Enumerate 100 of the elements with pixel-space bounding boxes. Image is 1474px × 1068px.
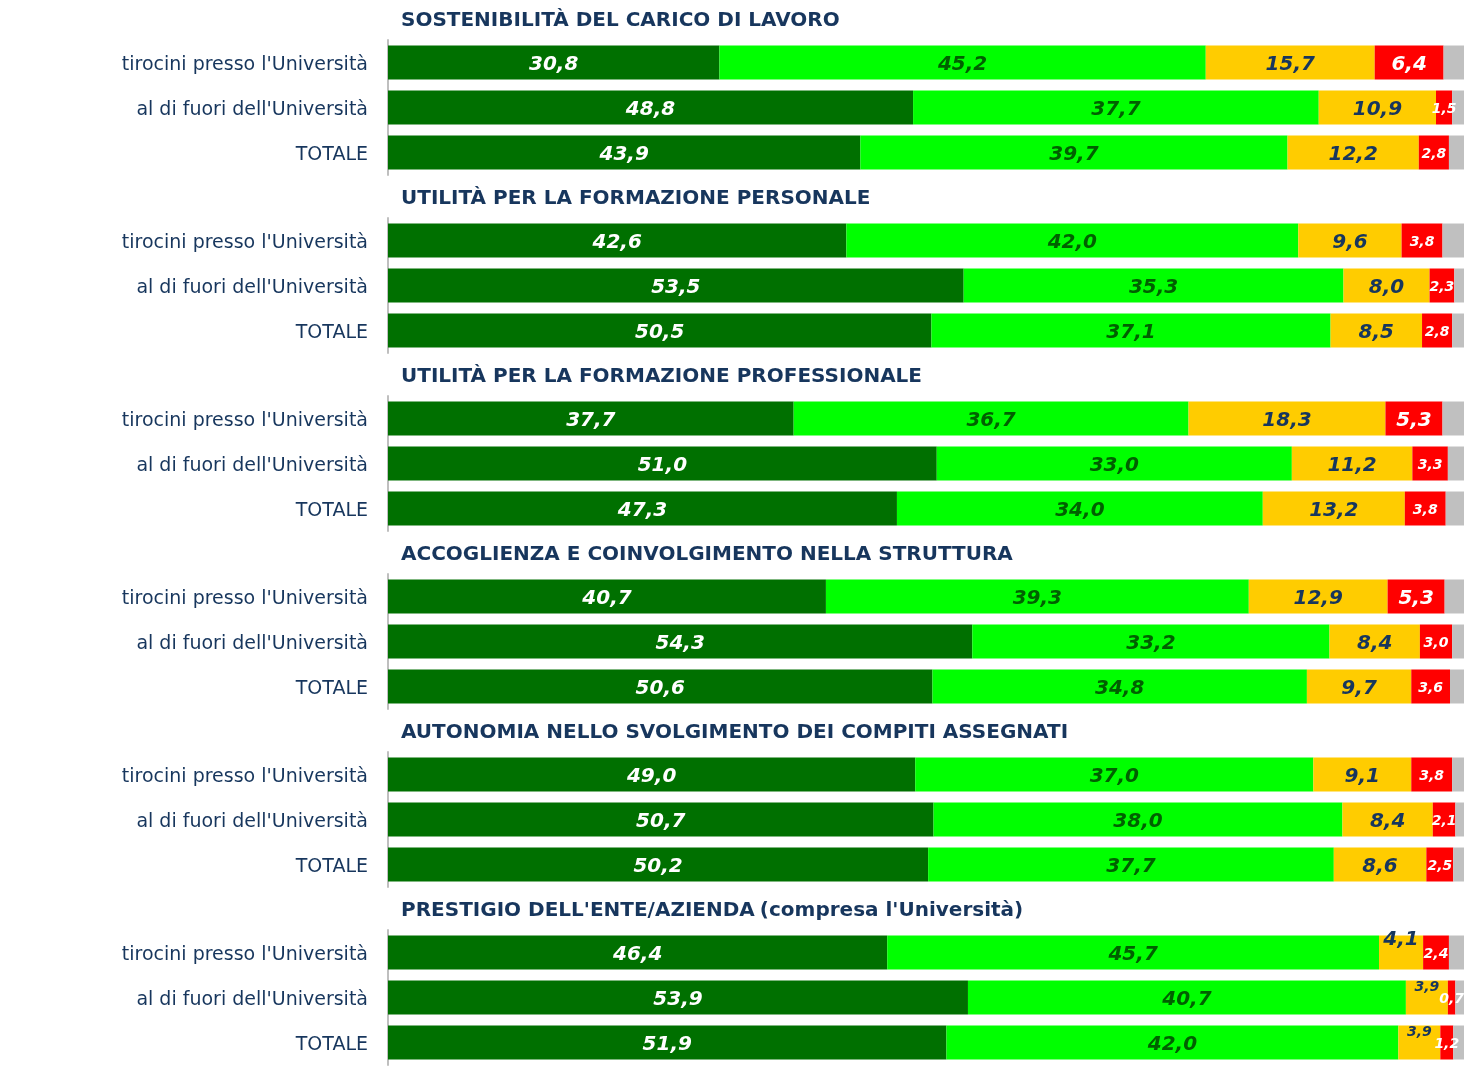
data-label: 0,7 (1439, 989, 1465, 1006)
bar (388, 45, 720, 80)
data-label: 3,9 (1414, 977, 1440, 994)
data-label: 13,2 (1309, 496, 1359, 521)
bar (936, 446, 1292, 481)
bar (931, 313, 1331, 348)
y-tick-label: TOTALE (294, 141, 368, 164)
bar (388, 624, 973, 659)
bar (963, 268, 1344, 303)
chart-title: UTILITÀ PER LA FORMAZIONE PERSONALE (401, 185, 871, 209)
bar (1452, 757, 1464, 792)
data-label: 38,0 (1113, 807, 1163, 832)
y-tick-label: al di fuori dell'Università (136, 452, 368, 475)
y-tick-label: tirocini presso l'Università (121, 941, 368, 964)
data-label: 5,3 (1396, 406, 1432, 431)
chart-title: PRESTIGIO DELL'ENTE/AZIENDA (401, 897, 756, 921)
y-tick-label: tirocini presso l'Università (121, 51, 368, 74)
bar (388, 669, 933, 704)
data-label: 2,4 (1423, 944, 1449, 961)
data-label: 50,7 (636, 807, 686, 832)
data-label: 51,0 (637, 451, 688, 476)
data-label: 18,3 (1262, 406, 1312, 431)
bar (1298, 223, 1402, 258)
data-label: 12,9 (1293, 584, 1343, 609)
data-label: 43,9 (598, 140, 649, 165)
data-label: 12,2 (1328, 140, 1378, 165)
bar (388, 401, 794, 436)
data-label: 9,7 (1341, 674, 1377, 699)
data-label: 37,7 (566, 406, 616, 431)
data-label: 9,6 (1332, 228, 1368, 253)
bar (1188, 401, 1386, 436)
bar (388, 1025, 947, 1060)
bar (825, 579, 1249, 614)
data-label: 51,9 (642, 1030, 692, 1055)
bar (846, 223, 1299, 258)
bar (1453, 847, 1464, 882)
data-label: 37,7 (1091, 95, 1141, 120)
data-label: 3,6 (1418, 678, 1444, 695)
bar (1450, 669, 1464, 704)
bar (1287, 135, 1419, 170)
bar (388, 757, 916, 792)
data-label: 39,3 (1012, 584, 1063, 609)
data-label: 8,5 (1358, 318, 1395, 343)
data-label: 50,2 (633, 852, 683, 877)
data-label: 39,7 (1049, 140, 1099, 165)
bar (1262, 491, 1405, 526)
data-label: 2,3 (1429, 277, 1455, 294)
data-label: 53,5 (651, 273, 701, 298)
bar (388, 935, 888, 970)
data-label: 2,8 (1421, 144, 1447, 161)
bar (928, 847, 1334, 882)
bar (388, 135, 861, 170)
bar (913, 90, 1319, 125)
data-label: 42,0 (1046, 228, 1098, 253)
data-label: 33,0 (1089, 451, 1140, 476)
chart-title: UTILITÀ PER LA FORMAZIONE PROFESSIONALE (401, 363, 923, 387)
bar (388, 313, 932, 348)
data-label: 6,4 (1391, 50, 1427, 75)
bar (1442, 401, 1464, 436)
bar (860, 135, 1288, 170)
data-label: 3,0 (1423, 633, 1449, 650)
bar (1343, 268, 1430, 303)
bar (1445, 491, 1464, 526)
data-label: 49,0 (625, 762, 677, 787)
data-label: 30,8 (529, 50, 579, 75)
bar (388, 446, 937, 481)
bar (887, 935, 1379, 970)
y-tick-label: TOTALE (294, 319, 368, 342)
chart-title: SOSTENIBILITÀ DEL CARICO DI LAVORO (401, 7, 840, 31)
bar (1291, 446, 1413, 481)
bar (1329, 624, 1420, 659)
bar (1455, 802, 1464, 837)
data-label: 42,6 (591, 228, 642, 253)
data-label: 46,4 (611, 940, 663, 965)
bar (1306, 669, 1412, 704)
bar (1452, 313, 1464, 348)
data-label: 3,8 (1409, 232, 1435, 249)
bar (1442, 223, 1464, 258)
bar (1330, 313, 1423, 348)
data-label: 42,0 (1146, 1030, 1198, 1055)
data-label: 36,7 (966, 406, 1016, 431)
bar (1313, 757, 1412, 792)
bar (1447, 446, 1464, 481)
data-label: 15,7 (1265, 50, 1315, 75)
data-label: 40,7 (1161, 985, 1212, 1010)
bar (388, 491, 897, 526)
bar (1248, 579, 1388, 614)
bar (932, 669, 1307, 704)
bar (1448, 135, 1464, 170)
data-label: 47,3 (616, 496, 668, 521)
y-tick-label: TOTALE (294, 497, 368, 520)
data-label: 2,8 (1424, 322, 1450, 339)
data-label: 3,8 (1412, 500, 1438, 517)
bar (946, 1025, 1399, 1060)
y-tick-label: tirocini presso l'Università (121, 585, 368, 608)
data-label: 53,9 (653, 985, 703, 1010)
data-label: 37,0 (1089, 762, 1140, 787)
y-tick-label: TOTALE (294, 853, 368, 876)
data-label: 40,7 (581, 584, 632, 609)
chart-title: AUTONOMIA NELLO SVOLGIMENTO DEI COMPITI ASSEGNATI (401, 719, 1069, 743)
